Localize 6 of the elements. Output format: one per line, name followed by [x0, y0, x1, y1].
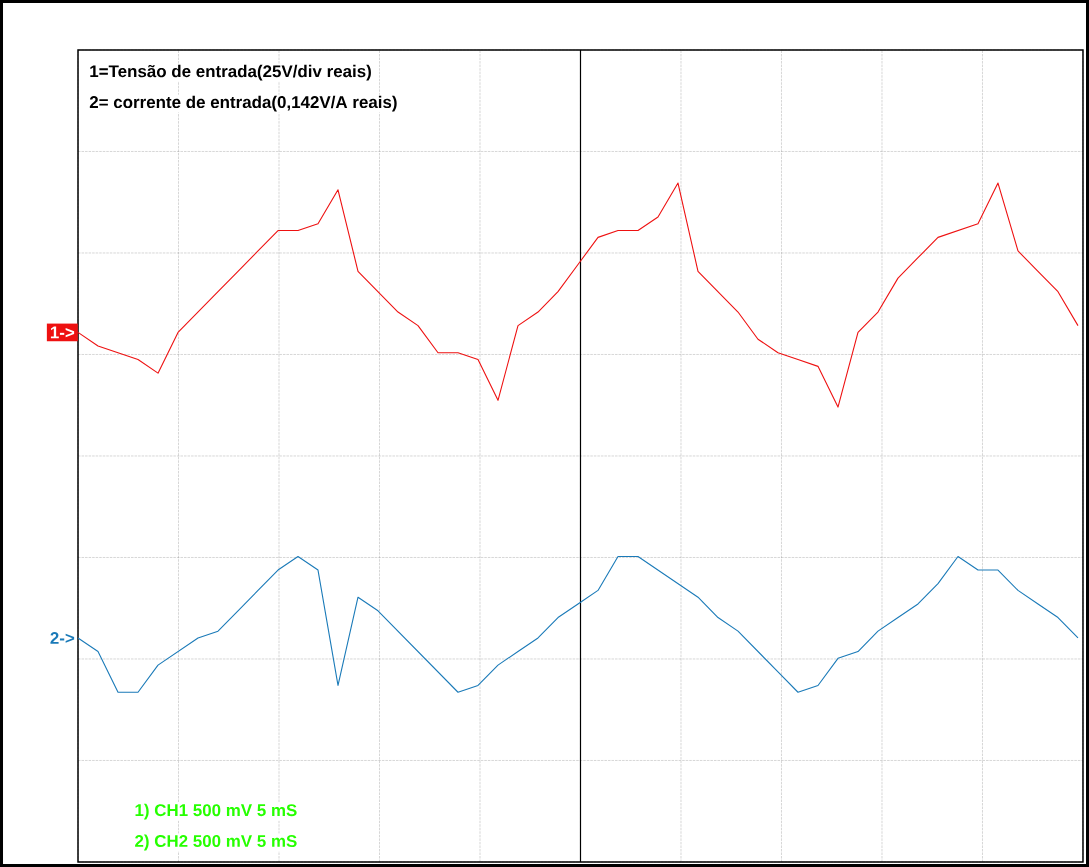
text: 2= corrente de entrada(0,142V/A reais): [89, 95, 397, 112]
series-label: 2->: [50, 632, 75, 644]
series-label: 1->: [50, 326, 75, 339]
annotation: 1) CH1 500 mV 5 mS: [135, 803, 297, 820]
annotation: 2) CH2 500 mV 5 mS: [135, 834, 297, 851]
text: 1=Tensão de entrada(25V/div reais): [90, 64, 371, 81]
